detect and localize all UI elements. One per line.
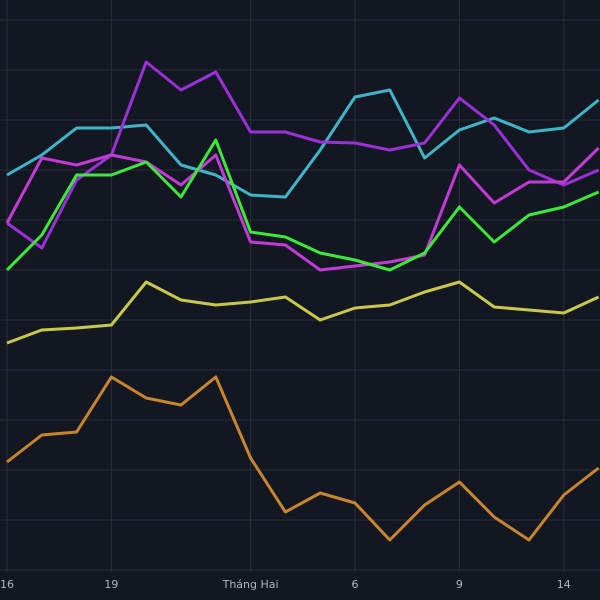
x-tick-label: 6 [352, 578, 359, 591]
x-tick-label: 14 [557, 578, 571, 591]
x-tick-label: Tháng Hai [222, 578, 279, 591]
series-line [5, 146, 600, 272]
series-line [6, 60, 600, 250]
x-tick-label: 16 [0, 578, 14, 591]
series-line [6, 88, 600, 199]
series-line [5, 138, 600, 272]
series-line [6, 375, 600, 542]
x-tick-label: 9 [456, 578, 463, 591]
x-tick-label: 19 [104, 578, 118, 591]
series-line [6, 280, 600, 345]
